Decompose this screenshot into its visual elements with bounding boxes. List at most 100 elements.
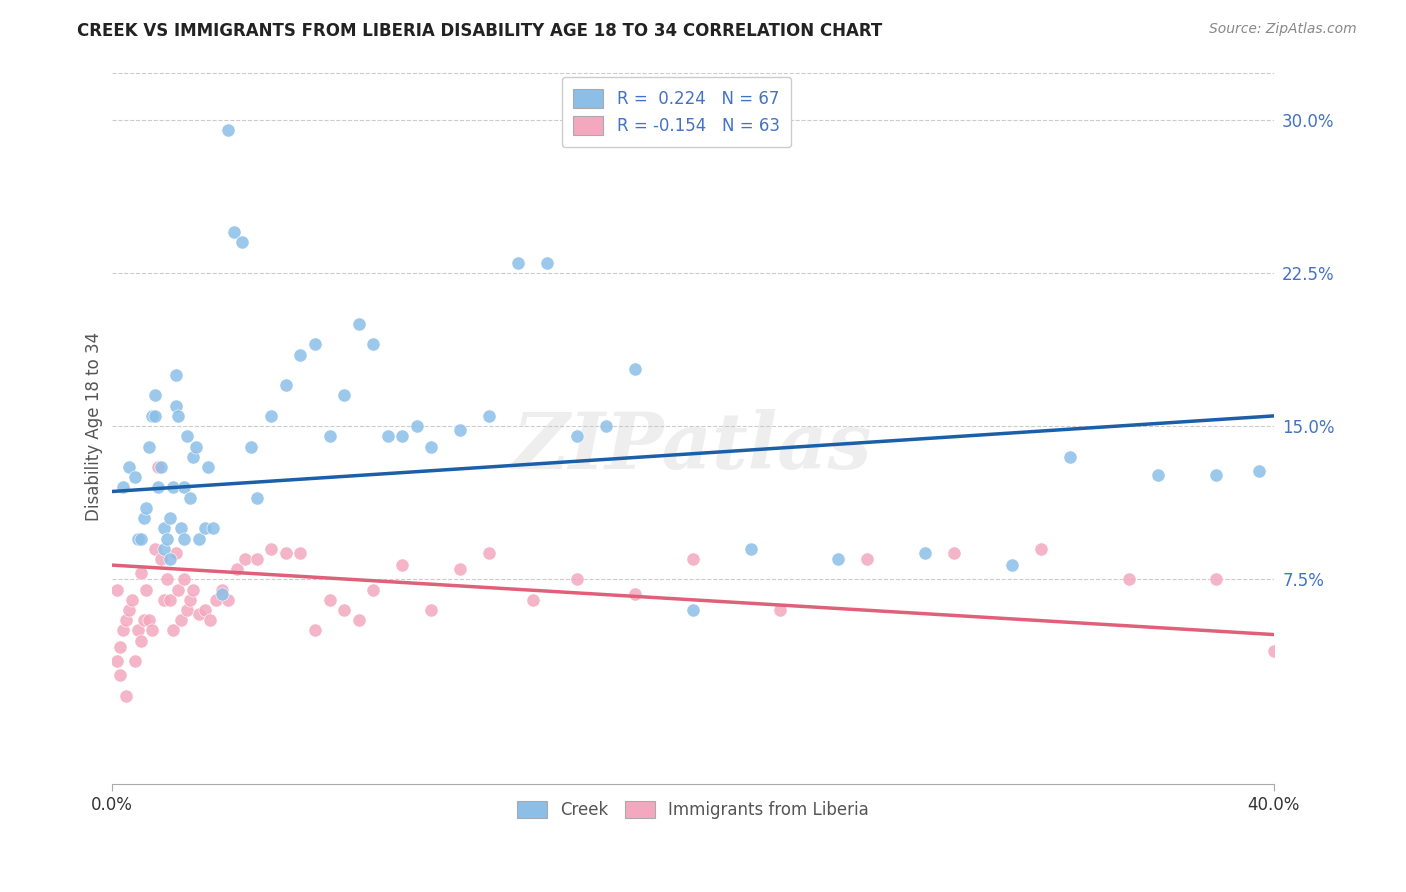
Point [246,491,269,505]
Point [115,689,138,703]
Point [943,546,966,560]
Point [623,362,645,376]
Text: CREEK VS IMMIGRANTS FROM LIBERIA DISABILITY AGE 18 TO 34 CORRELATION CHART: CREEK VS IMMIGRANTS FROM LIBERIA DISABIL… [77,22,883,40]
Point [769,603,792,617]
Y-axis label: Disability Age 18 to 34: Disability Age 18 to 34 [86,332,103,521]
Point [194,603,217,617]
Point [129,633,152,648]
Point [110,668,132,682]
Point [124,654,146,668]
Point [391,429,413,443]
Text: ZIPatlas: ZIPatlas [513,409,872,486]
Point [595,419,617,434]
Point [217,123,239,137]
Point [536,255,558,269]
Point [129,566,152,581]
Point [200,613,222,627]
Point [304,337,326,351]
Point [1205,468,1227,483]
Point [187,607,209,621]
Point [194,521,217,535]
Point [361,337,384,351]
Point [156,573,179,587]
Point [1249,464,1271,478]
Point [162,480,184,494]
Point [682,552,704,566]
Point [522,592,544,607]
Point [333,388,356,402]
Point [127,532,149,546]
Point [150,552,173,566]
Point [1001,558,1024,573]
Point [159,592,181,607]
Point [162,624,184,638]
Point [827,552,849,566]
Point [740,541,762,556]
Point [159,511,181,525]
Point [173,532,195,546]
Point [118,460,141,475]
Point [179,491,201,505]
Point [318,592,340,607]
Point [274,546,297,560]
Text: Source: ZipAtlas.com: Source: ZipAtlas.com [1209,22,1357,37]
Point [167,582,190,597]
Point [420,603,443,617]
Point [222,225,245,239]
Point [176,429,198,443]
Point [225,562,247,576]
Point [173,480,195,494]
Point [135,500,157,515]
Point [361,582,384,597]
Point [1031,541,1053,556]
Point [153,541,176,556]
Point [333,603,356,617]
Point [240,440,263,454]
Point [290,348,312,362]
Point [1146,468,1168,483]
Point [682,603,704,617]
Point [202,521,225,535]
Point [449,562,471,576]
Point [165,399,187,413]
Point [1263,644,1285,658]
Point [1059,450,1081,464]
Point [260,409,283,423]
Point [274,378,297,392]
Point [124,470,146,484]
Point [112,624,135,638]
Point [138,440,160,454]
Point [141,409,163,423]
Point [914,546,936,560]
Point [167,409,190,423]
Point [205,592,228,607]
Point [132,511,155,525]
Point [391,558,413,573]
Point [165,546,187,560]
Point [478,409,501,423]
Point [121,592,143,607]
Point [165,368,187,382]
Point [197,460,219,475]
Point [347,613,370,627]
Point [129,532,152,546]
Point [290,546,312,560]
Point [112,480,135,494]
Point [143,541,166,556]
Point [179,592,201,607]
Point [246,552,269,566]
Point [211,582,233,597]
Point [110,640,132,654]
Point [304,624,326,638]
Point [318,429,340,443]
Point [565,429,588,443]
Point [156,532,179,546]
Point [146,480,169,494]
Point [377,429,399,443]
Point [623,587,645,601]
Point [405,419,427,434]
Point [141,624,163,638]
Point [184,440,207,454]
Point [170,613,193,627]
Point [233,552,256,566]
